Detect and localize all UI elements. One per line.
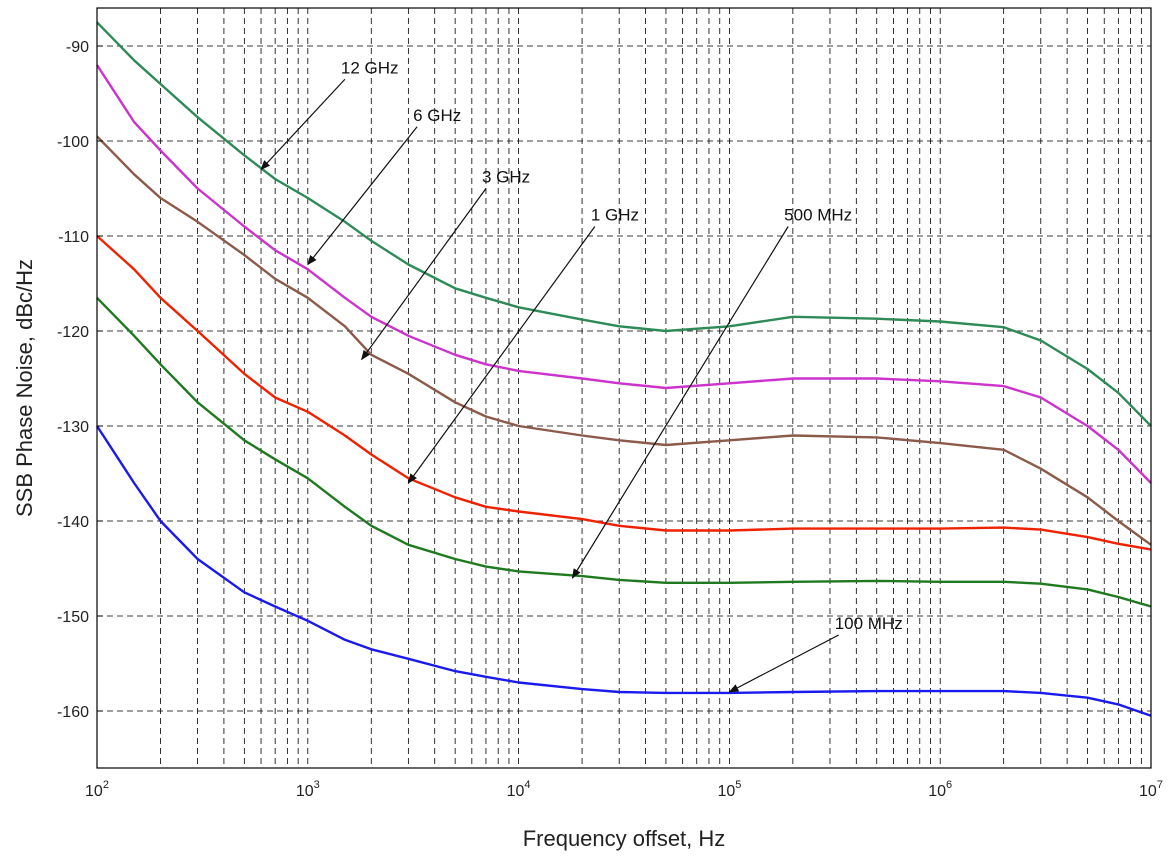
annotation-label: 100 MHz [835,614,903,633]
x-tick-label: 106 [928,779,952,800]
y-tick-label: -90 [66,39,89,56]
annotation-label: 1 GHz [591,206,639,225]
y-tick-label: -120 [57,324,89,341]
series-line-3 [96,135,1152,546]
series-layer [95,21,1152,717]
annotation-arrow [307,126,418,266]
annotation-label: 12 GHz [341,58,399,77]
series-line-2 [95,64,1152,484]
grid-lines [97,8,1151,768]
y-tick-label: -110 [58,229,89,246]
x-tick-label: 102 [85,779,109,800]
annotation-arrow [361,188,487,361]
series-line-1 [96,21,1152,427]
x-tick-label: 107 [1139,779,1163,800]
series-line-5 [96,296,1152,608]
annotation-arrow [571,226,789,579]
series-line-6 [95,425,1152,717]
y-tick-label: -140 [57,514,89,531]
annotation-label: 500 MHz [784,206,852,225]
x-tick-label: 104 [507,779,531,800]
annotation-label: 6 GHz [413,106,461,125]
x-axis-label: Frequency offset, Hz [523,826,726,851]
x-tick-label: 105 [717,779,741,800]
y-tick-label: -100 [57,134,89,151]
annotation-arrow [728,634,839,693]
y-tick-label: -160 [57,704,89,721]
series-line-4 [96,235,1152,551]
annotation-label: 3 GHz [482,168,530,187]
annotations: 12 GHz 6 GHz 3 GHz 1 GHz 500 MHz 100 MHz [260,58,903,693]
y-tick-label: -130 [57,419,89,436]
plot-frame [96,7,1152,769]
annotation-arrow [260,78,346,171]
tick-labels: -90 -100 -110 -120 -130 -140 -150 -160 102 103 104… [57,39,1163,800]
y-axis-label: SSB Phase Noise, dBc/Hz [12,259,37,517]
x-tick-label: 103 [296,779,320,800]
annotation-arrow [407,226,596,484]
y-tick-label: -150 [57,609,89,626]
